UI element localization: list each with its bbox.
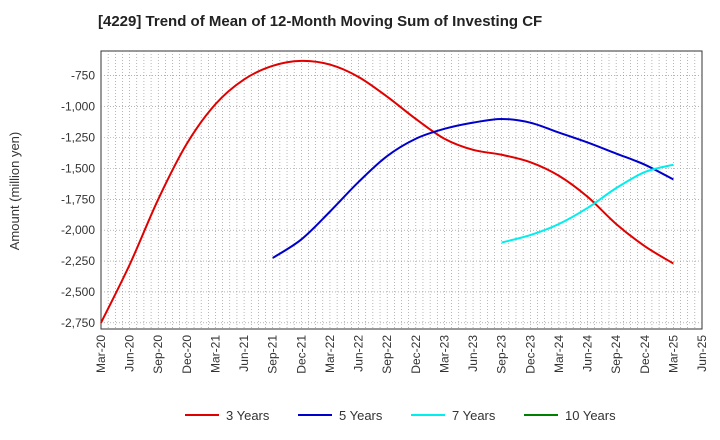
y-axis-label: Amount (million yen) (7, 132, 22, 251)
x-tick-label: Jun-20 (123, 335, 137, 372)
y-axis: -750 -1,000 -1,250 -1,500 -1,750 -2,000 -2,250… (61, 69, 95, 330)
x-axis: Mar-20 Jun-20 Sep-20 Dec-20 Mar-21 Jun-21 Sep-… (94, 335, 709, 374)
series-line-3-years (100, 59, 674, 324)
y-tick-label: -2,500 (61, 285, 95, 299)
y-tick-label: -1,500 (61, 161, 95, 175)
x-tick-label: Sep-20 (151, 335, 165, 374)
legend: 3 Years 5 Years 7 Years 10 Years (185, 408, 616, 423)
x-tick-label: Mar-20 (94, 335, 108, 373)
x-tick-label: Jun-23 (466, 335, 480, 372)
x-tick-label: Dec-20 (180, 335, 194, 374)
y-tick-label: -2,750 (61, 316, 95, 330)
x-tick-label: Dec-23 (523, 335, 537, 374)
y-tick-label: -1,750 (61, 192, 95, 206)
legend-label: 5 Years (339, 408, 383, 423)
y-tick-label: -2,250 (61, 254, 95, 268)
x-tick-label: Sep-24 (609, 335, 623, 374)
x-tick-label: Sep-21 (266, 335, 280, 374)
y-tick-label: -1,250 (61, 130, 95, 144)
y-tick-label: -1,000 (61, 100, 95, 114)
x-tick-label: Mar-25 (666, 335, 680, 373)
legend-label: 7 Years (452, 408, 496, 423)
chart-title: [4229] Trend of Mean of 12-Month Moving … (98, 13, 542, 30)
series-line-7-years (501, 163, 674, 244)
x-tick-label: Jun-25 (695, 335, 709, 372)
x-tick-label: Dec-22 (409, 335, 423, 374)
x-tick-label: Mar-23 (437, 335, 451, 373)
x-tick-label: Jun-24 (581, 335, 595, 372)
legend-label: 10 Years (565, 408, 616, 423)
x-tick-label: Dec-24 (638, 335, 652, 374)
x-tick-label: Mar-22 (323, 335, 337, 373)
x-tick-label: Jun-22 (352, 335, 366, 372)
x-tick-label: Dec-21 (294, 335, 308, 374)
y-tick-label: -750 (71, 69, 95, 83)
legend-label: 3 Years (226, 408, 270, 423)
y-tick-label: -2,000 (61, 223, 95, 237)
x-tick-label: Jun-21 (237, 335, 251, 372)
x-tick-label: Sep-23 (495, 335, 509, 374)
x-tick-label: Mar-21 (208, 335, 222, 373)
x-tick-label: Sep-22 (380, 335, 394, 374)
x-tick-label: Mar-24 (552, 335, 566, 373)
series-lines (100, 59, 674, 324)
series-line-5-years (272, 117, 674, 259)
